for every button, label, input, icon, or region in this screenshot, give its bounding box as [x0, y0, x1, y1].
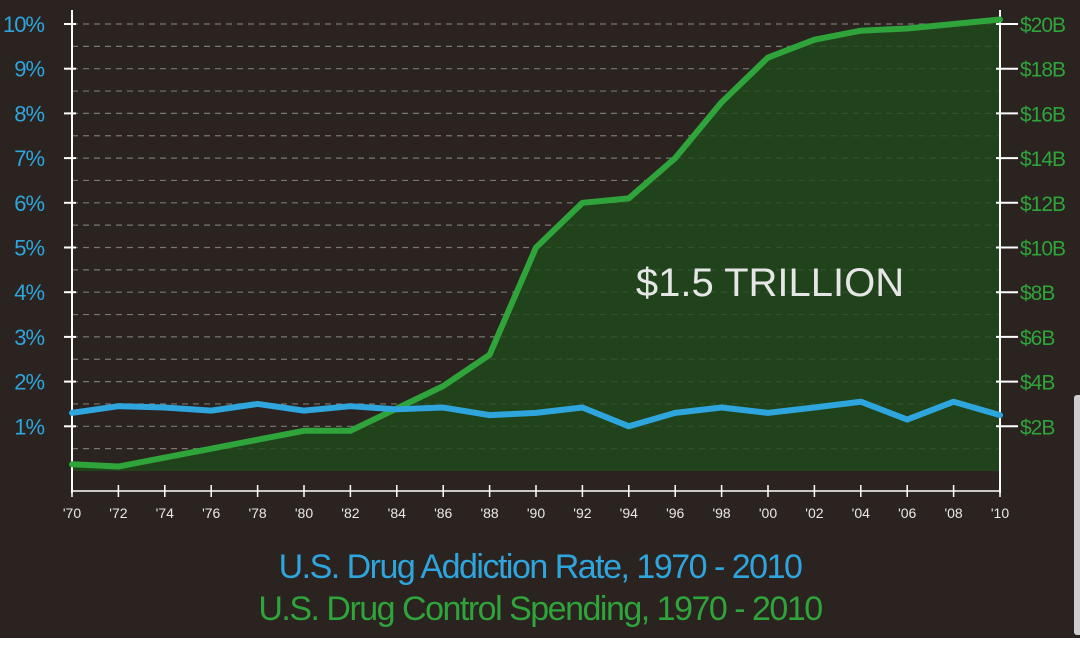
legend-addiction-rate: U.S. Drug Addiction Rate, 1970 - 2010: [278, 548, 803, 586]
x-tick-label: '86: [434, 505, 452, 521]
right-axis-ticks: $2B $4B $6B $8B $10B $12B $14B $16B $18B $20B: [996, 14, 1066, 439]
scroll-tab: [1074, 395, 1080, 635]
left-tick-label: 4%: [14, 280, 44, 305]
left-tick-label: 10%: [3, 12, 44, 37]
right-tick-label: $8B: [1020, 282, 1054, 305]
x-tick-label: '76: [202, 505, 220, 521]
x-tick-label: '72: [109, 505, 127, 521]
x-tick-label: '70: [63, 505, 81, 521]
total-spending-annotation: $1.5 TRILLION: [636, 261, 904, 305]
series-lines: [69, 16, 1003, 470]
left-axis-ticks: 1% 2% 3% 4% 5% 6% 7% 8% 9% 10%: [3, 12, 76, 439]
x-tick-label: '78: [248, 505, 266, 521]
x-tick-label: '94: [620, 505, 638, 521]
right-tick-label: $14B: [1020, 148, 1065, 171]
spending-area-fill: [72, 19, 1000, 472]
x-tick-label: '90: [527, 505, 545, 521]
bottom-strip: [0, 638, 1080, 649]
left-tick-label: 3%: [14, 325, 44, 350]
left-tick-label: 9%: [14, 57, 44, 82]
x-tick-label: '92: [573, 505, 591, 521]
x-tick-label: '04: [852, 505, 870, 521]
left-tick-label: 5%: [14, 236, 44, 261]
x-tick-label: '84: [388, 505, 406, 521]
x-tick-label: '06: [898, 505, 916, 521]
right-tick-label: $10B: [1020, 238, 1065, 261]
left-tick-label: 8%: [14, 101, 44, 126]
x-tick-label: '96: [666, 505, 684, 521]
x-tick-label: '10: [991, 505, 1009, 521]
right-tick-label: $6B: [1020, 327, 1054, 350]
right-tick-label: $20B: [1020, 14, 1065, 37]
x-tick-label: '82: [341, 505, 359, 521]
spending-area: [72, 19, 1000, 472]
right-tick-label: $2B: [1020, 416, 1054, 439]
x-tick-label: '00: [759, 505, 777, 521]
x-tick-label: '88: [480, 505, 498, 521]
left-tick-label: 7%: [14, 146, 44, 171]
spending-line: [69, 16, 1003, 470]
left-tick-label: 1%: [14, 414, 44, 439]
x-axis-ticks: '70 '72 '74 '76 '78 '80 '82 '84 '86 '88 '90 '92 '94 '…: [63, 485, 1009, 521]
right-tick-label: $12B: [1020, 193, 1065, 216]
left-tick-label: 6%: [14, 191, 44, 216]
x-tick-label: '98: [712, 505, 730, 521]
x-tick-label: '08: [944, 505, 962, 521]
left-tick-label: 2%: [14, 370, 44, 395]
right-tick-label: $16B: [1020, 103, 1065, 126]
addiction-rate-line: [69, 398, 1003, 430]
right-tick-label: $4B: [1020, 372, 1054, 395]
x-tick-label: '80: [295, 505, 313, 521]
chart-plot: 1% 2% 3% 4% 5% 6% 7% 8% 9% 10% $2B $4B $6B $8B $10B $1…: [3, 10, 1066, 521]
x-tick-label: '74: [156, 505, 174, 521]
x-tick-label: '02: [805, 505, 823, 521]
right-tick-label: $18B: [1020, 59, 1065, 82]
legend-drug-control-spending: U.S. Drug Control Spending, 1970 - 2010: [258, 590, 823, 628]
